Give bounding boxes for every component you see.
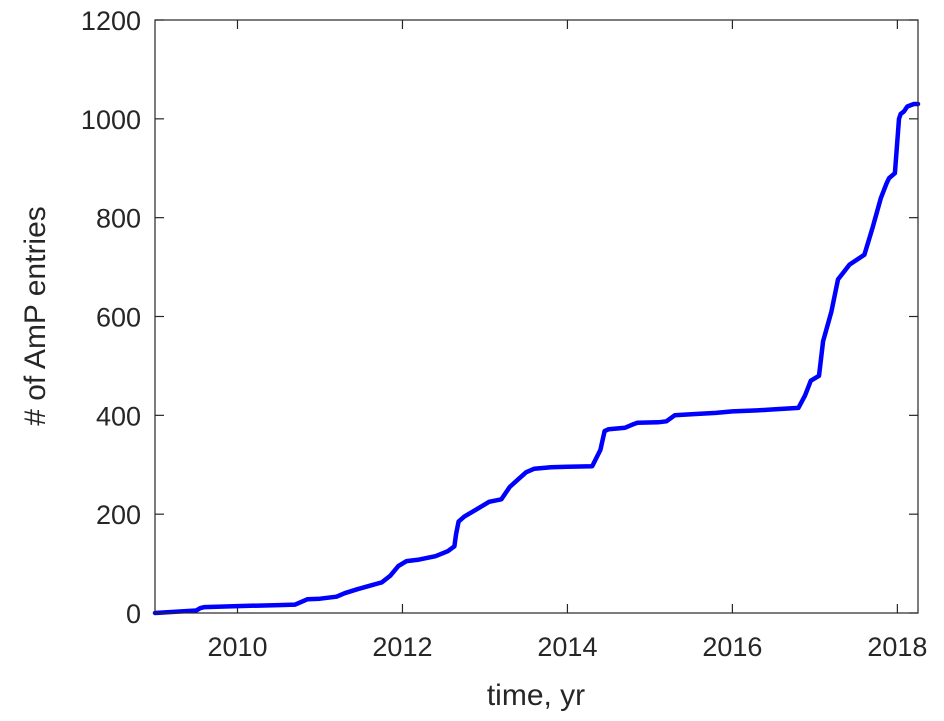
y-tick-label: 400 [96, 401, 141, 431]
plot-area-background [155, 20, 918, 613]
y-tick-label: 800 [96, 204, 141, 234]
x-axis-label: time, yr [487, 679, 585, 712]
y-axis-ticks: 0 200 400 600 800 1000 1200 [81, 6, 918, 629]
x-tick-label: 2016 [702, 632, 762, 662]
plot-area-box [154, 19, 919, 614]
x-tick-label: 2010 [207, 632, 267, 662]
y-tick-label: 1200 [81, 6, 141, 36]
x-tick-label: 2014 [537, 632, 597, 662]
y-tick-label: 600 [96, 303, 141, 333]
y-axis-label: # of AmP entries [19, 206, 52, 426]
series-line [152, 101, 921, 616]
x-tick-label: 2012 [372, 632, 432, 662]
x-axis-ticks: 2010 2012 2014 2016 2018 [207, 20, 927, 662]
y-tick-label: 1000 [81, 105, 141, 135]
y-tick-label: 0 [126, 599, 141, 629]
y-tick-label: 200 [96, 500, 141, 530]
x-tick-label: 2018 [867, 632, 927, 662]
